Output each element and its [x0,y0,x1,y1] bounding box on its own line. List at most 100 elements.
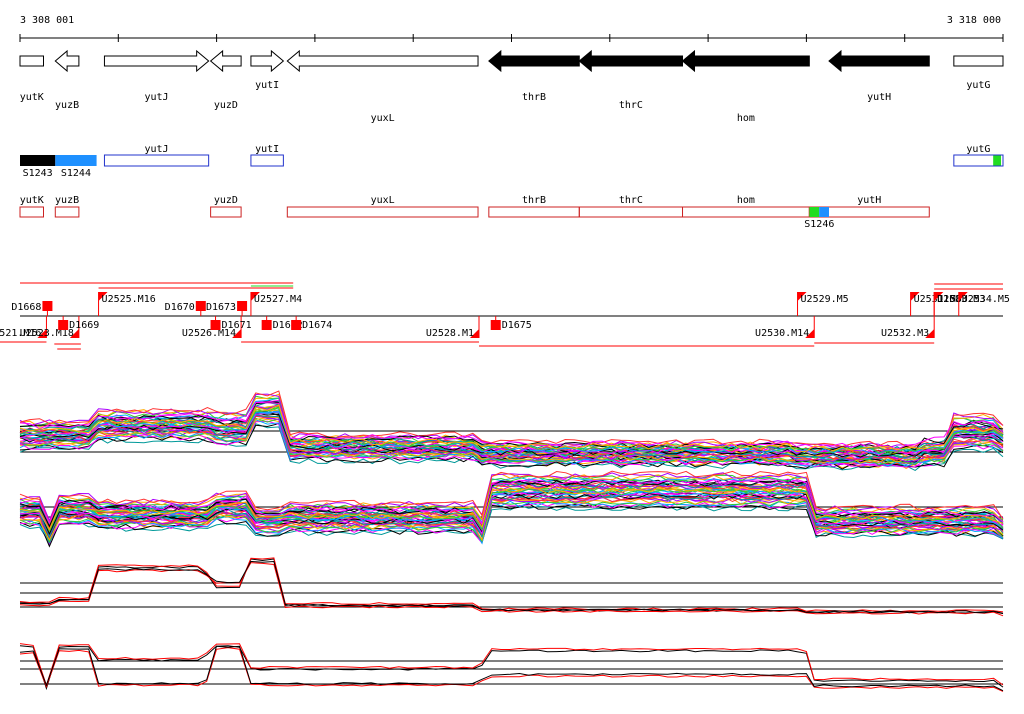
gene-label-thrB: thrB [522,92,546,103]
gene-arrow-thrC [578,49,684,73]
series-line [19,491,1004,535]
feature-marker-D1669 [58,320,69,330]
series-line [19,647,1004,692]
feature-label-D1669: D1669 [69,320,99,331]
ruler-start-label: 3 308 001 [20,15,74,26]
feature-label-U2525.M16: U2525.M16 [102,294,156,305]
feature-flag-U2526.M14 [232,329,242,338]
gene-arrow-yutJ [103,49,210,73]
feature-marker-D1675 [490,320,501,330]
feature-flag-U2529.M5 [797,292,807,301]
series-line [19,487,1004,531]
lower-gene-label-thrB: thrB [522,195,546,206]
feature-label-D1674: D1674 [302,320,332,331]
feature-flag-D1683 [934,292,944,301]
gene-arrow-thrB [488,49,580,73]
feature-flag-U2521.M16 [37,329,47,338]
lower-block-green [809,207,820,217]
series-line [19,390,1004,448]
lower-gene-box-yuzD [210,206,242,218]
feature-flag-U2528.M1 [470,329,480,338]
series-line [19,414,1004,460]
feature-marker-D1674 [291,320,302,330]
series-line [19,423,1004,471]
feature-label-D1673: D1673 [206,302,236,313]
feature-label-U2529.M5: U2529.M5 [801,294,849,305]
gene-label-yuzD: yuzD [214,100,238,111]
feature-marker-D1671 [210,320,221,330]
series-line [19,410,1004,456]
feature-label-U2534.M5: U2534.M5 [962,294,1010,305]
ruler-end-label: 3 318 000 [947,15,1001,26]
lower-gene-label-thrC: thrC [619,195,643,206]
lower-gene-box-yuzB [54,206,80,218]
segment-block-S1244 [55,155,97,166]
series-line [19,643,1004,687]
feature-label-U2531.M6: U2531.M6 [914,294,962,305]
feature-label-U2532.M3: U2532.M3 [881,328,929,339]
series-line [19,423,1004,470]
lower-gene-label-yuzD: yuzD [214,195,238,206]
gene-box-yutG [953,55,1004,67]
series-line [19,479,1004,525]
lower-gene-label-yuzB: yuzB [55,195,79,206]
feature-marker-D1673 [237,301,248,311]
series-line [19,406,1004,454]
ruler-ticks [19,34,1004,42]
gene-label-yutH: yutH [867,92,891,103]
series-line [19,472,1004,522]
upper-segment-track: S1243 S1244 yutJ yutI yutG [20,144,1004,179]
gene-label-yuzB: yuzB [55,100,79,111]
lower-segment-track: yutK yuzB yuzD yuxL thrB thrC hom yutH S1246 [19,195,930,230]
series-line [19,501,1004,545]
upper-gene-box-yutJ [103,154,210,167]
gene-label-yutK: yutK [20,92,44,103]
gene-arrow-yutI [250,49,285,73]
gene-arrow-yutH [828,49,930,73]
feature-label-D1672: D1672 [273,320,303,331]
feature-flag-U2530.M14 [805,329,815,338]
gene-box-yutK [19,55,44,67]
lower-gene-box-yutK [19,206,44,218]
series-line [19,473,1004,528]
series-line [19,401,1004,450]
feature-flag-U2534.M5 [958,292,968,301]
gene-arrow-hom [681,49,810,73]
series-line [19,557,1004,613]
upper-gene-box-yutI [250,154,284,167]
series-line [19,558,1004,615]
upper-gene-box-yutG [953,154,1004,167]
feature-flag-U2531.M6 [910,292,920,301]
feature-label-D1671: D1671 [222,320,252,331]
gene-arrow-yuzB [54,49,80,73]
chart-panel-expression-subset-top [19,557,1004,617]
lower-gene-label-yuxL: yuxL [371,195,395,206]
lower-gene-box-yuxL [286,206,479,218]
segment-block-S1243 [20,155,56,166]
feature-label-U2523.M18: U2523.M18 [20,328,74,339]
gene-label-yutJ: yutJ [145,92,169,103]
series-line [19,470,1004,525]
feature-label-D1668: D1668 [11,302,41,313]
feature-label-U2526.M14: U2526.M14 [182,328,236,339]
gene-label-yutG: yutG [966,80,990,91]
segment-label-S1243: S1243 [23,168,53,179]
feature-flag-U2532.M3 [925,329,935,338]
gene-label-yuxL: yuxL [371,113,395,124]
lower-gene-label-hom: hom [737,195,755,206]
lower-gene-box-thrC [578,206,684,218]
gene-track: yutK yuzB yutJ yuzD yutI yuxL thrB thrC hom yutH y… [19,49,1004,124]
lower-block-label: S1246 [804,219,834,230]
feature-flag-U2523.M18 [69,329,79,338]
feature-label-D1683: D1683 [937,294,967,305]
chart-panel-expression-all-conditions-bottom [19,470,1004,548]
lower-gene-label-yutH: yutH [857,195,881,206]
feature-label-U2533.M3: U2533.M3 [937,294,985,305]
feature-label-D1675: D1675 [502,320,532,331]
lower-gene-box-hom [682,206,810,218]
chart-panel-expression-all-conditions-top [19,390,1004,471]
feature-flag-U2527.M4 [250,292,260,301]
feature-flag-U2525.M16 [98,292,108,301]
expression-panels [19,390,1004,692]
